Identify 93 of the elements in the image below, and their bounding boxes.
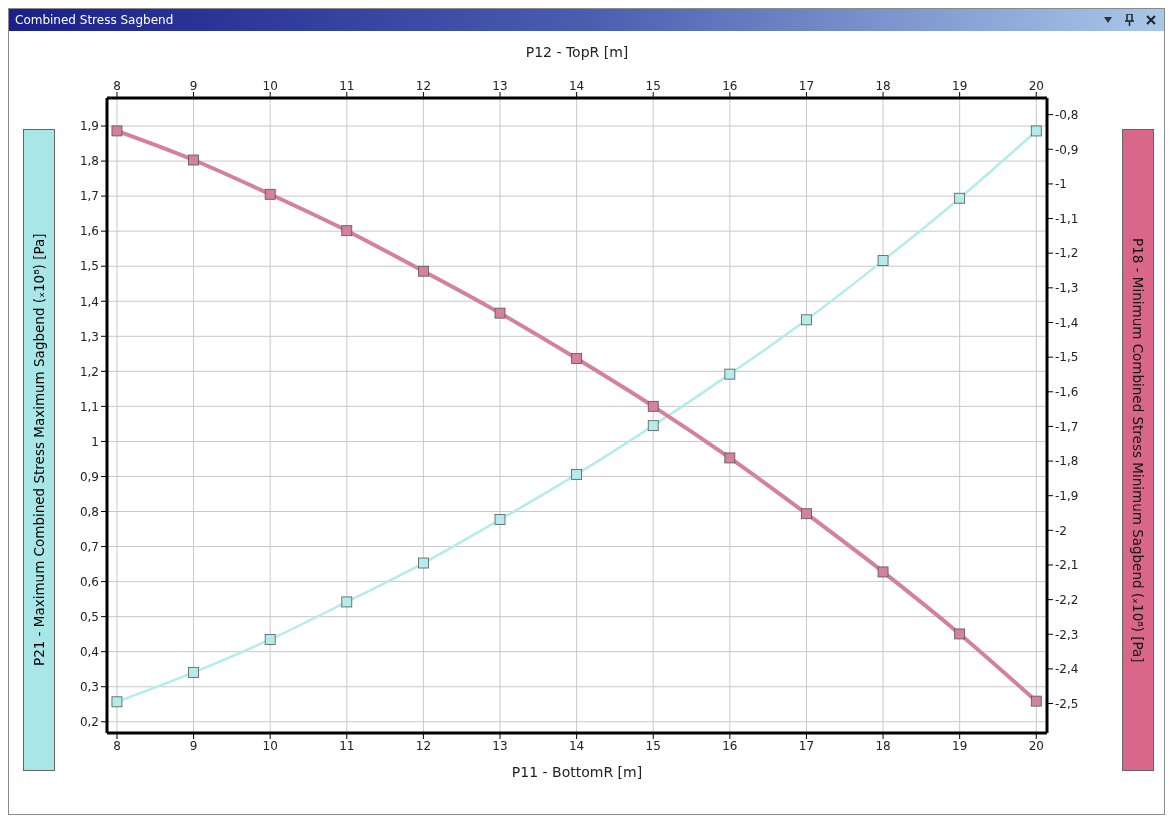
y2-tick-label: -1 — [1055, 177, 1067, 192]
point — [264, 634, 276, 645]
y2-tick-label: -2,1 — [1055, 558, 1079, 573]
x2-tick-label: 11 — [339, 738, 355, 753]
x-tick-label: 12 — [415, 79, 432, 93]
x-tick-label: 19 — [952, 79, 968, 93]
y2-tick-label: -1,9 — [1055, 488, 1079, 503]
x2-tick-label: 15 — [645, 738, 661, 753]
point — [111, 125, 123, 137]
y2-tick-label: -1,7 — [1055, 419, 1079, 434]
y2-tick-label: -2 — [1055, 523, 1067, 538]
point — [724, 368, 736, 380]
point — [418, 557, 429, 569]
y2-tick-label: -0,9 — [1055, 142, 1079, 157]
x2-tick-label: 17 — [798, 738, 815, 753]
y-tick-label: 0,6 — [79, 574, 99, 589]
point — [418, 265, 429, 277]
point — [188, 666, 199, 678]
x-tick-label: 8 — [113, 79, 121, 93]
point — [341, 225, 353, 237]
y-tick-label: 1,1 — [79, 399, 99, 414]
point — [494, 514, 506, 525]
y-tick-label: 0,2 — [79, 715, 99, 730]
point — [877, 566, 889, 578]
y-tick-label: 1,7 — [79, 189, 99, 204]
y2-tick-label: -2,4 — [1055, 662, 1079, 677]
y2-tick-label: -1,1 — [1055, 211, 1079, 226]
point — [341, 596, 353, 608]
point — [188, 154, 199, 166]
point — [111, 696, 123, 708]
x-tick-label: 20 — [1028, 79, 1044, 93]
x2-tick-label: 13 — [492, 738, 508, 753]
point — [494, 307, 506, 319]
y2-tick-label: -1,6 — [1055, 385, 1079, 400]
x-tick-label: 14 — [568, 79, 585, 93]
point — [801, 508, 812, 520]
x2-tick-label: 18 — [875, 738, 891, 753]
x2-tick-label: 20 — [1028, 738, 1044, 753]
y-tick-label: 1,8 — [79, 154, 99, 169]
point — [954, 192, 966, 204]
y2-axis-title: P18 - Minimum Combined Stress Minimum Sagbend (ₓ10⁸) [Pa] — [1122, 129, 1154, 771]
x-tick-label: 16 — [722, 79, 738, 93]
x-axis-title: P11 - BottomR [m] — [511, 764, 643, 780]
y2-tick-label: -1,3 — [1055, 281, 1079, 296]
y2-tick-label: -0,8 — [1055, 107, 1079, 122]
x2-axis-title: P12 - TopR [m] — [525, 43, 629, 60]
y-tick-label: 0,5 — [79, 609, 99, 624]
x2-tick-label: 16 — [722, 738, 738, 753]
chart-title: Combined Stress Sagbend — [15, 13, 174, 27]
y-tick-label: 0,4 — [79, 644, 99, 659]
y2-tick-label: -2,3 — [1055, 627, 1079, 642]
y-tick-label: 1,3 — [79, 329, 99, 344]
y2-tick-label: -2,5 — [1055, 696, 1079, 711]
y-axis-title: P21 - Maximum Combined Stress Maximum Sagbend (ₓ10⁸) [Pa] — [23, 129, 55, 771]
point — [647, 420, 659, 432]
y2-tick-label: -1,8 — [1055, 454, 1079, 469]
y-tick-label: 1,6 — [79, 224, 99, 239]
y2-tick-label: -1,4 — [1055, 315, 1079, 330]
x-tick-label: 11 — [339, 79, 355, 93]
x-tick-label: 18 — [875, 79, 891, 93]
x2-tick-label: 12 — [415, 738, 432, 753]
x-tick-label: 13 — [492, 79, 508, 93]
x2-tick-label: 19 — [952, 738, 968, 753]
x-tick-label: 9 — [189, 79, 198, 93]
point — [1030, 125, 1042, 137]
y2-tick-label: -1,5 — [1055, 350, 1079, 365]
y-tick-label: 1,9 — [79, 119, 99, 134]
point — [724, 452, 736, 464]
point — [647, 400, 659, 412]
point — [571, 468, 583, 480]
x2-tick-label: 14 — [568, 738, 585, 753]
x2-tick-label: 8 — [113, 738, 121, 753]
point — [264, 188, 276, 200]
y-tick-label: 1,2 — [79, 364, 99, 379]
x2-tick-label: 10 — [262, 738, 278, 753]
y-tick-label: 0,7 — [79, 539, 99, 554]
y-tick-label: 0,8 — [79, 504, 99, 519]
y-tick-label: 1 — [91, 434, 99, 449]
y-tick-label: 0,9 — [79, 469, 99, 484]
point — [801, 314, 812, 326]
x-tick-label: 17 — [798, 79, 815, 93]
y2-tick-label: -1,2 — [1055, 246, 1079, 261]
x2-tick-label: 9 — [189, 738, 198, 753]
point — [571, 353, 583, 364]
point — [1030, 695, 1042, 707]
point — [877, 255, 889, 267]
y-tick-label: 1,4 — [79, 294, 99, 309]
x-tick-label: 15 — [645, 79, 661, 93]
y-tick-label: 1,5 — [79, 259, 99, 274]
x-tick-label: 10 — [262, 79, 278, 93]
y-tick-label: 0,3 — [79, 680, 99, 694]
point — [954, 628, 966, 640]
y2-tick-label: -2,2 — [1055, 592, 1079, 607]
